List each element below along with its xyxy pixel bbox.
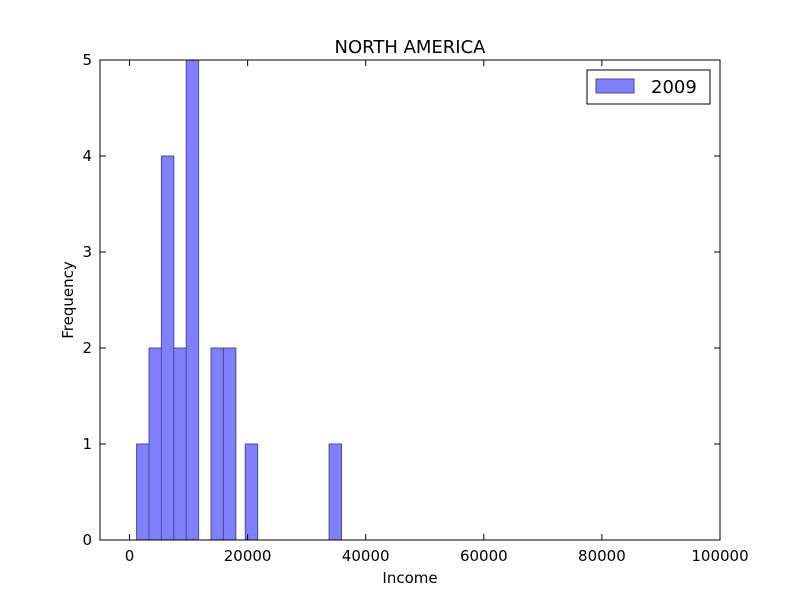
legend-swatch [595, 78, 635, 94]
x-tick-label: 40000 [342, 547, 390, 565]
histogram-bar-4 [185, 59, 200, 541]
y-tick-label: 2 [82, 339, 92, 357]
y-tick-label: 4 [82, 147, 92, 165]
y-axis-label: Frequency [59, 261, 77, 339]
histogram-bar-6 [222, 347, 237, 541]
chart-title: NORTH AMERICA [335, 37, 487, 58]
y-tick-label: 1 [82, 435, 92, 453]
plot-frame [99, 59, 721, 541]
x-tick-label: 0 [125, 547, 135, 565]
bars-group [136, 59, 343, 541]
y-tick-label: 5 [82, 51, 92, 69]
x-tick-label: 80000 [578, 547, 626, 565]
histogram-bar-8 [328, 443, 343, 541]
histogram-bar-7 [244, 443, 259, 541]
y-tick-label: 0 [82, 531, 92, 549]
legend: 2009 [586, 69, 711, 105]
x-axis-label: Income [382, 569, 437, 587]
x-tick-label: 60000 [460, 547, 508, 565]
histogram-bar-1 [148, 347, 162, 541]
histogram-bar-5 [210, 347, 224, 541]
x-tick-label: 20000 [224, 547, 272, 565]
histogram-bar-2 [160, 155, 175, 541]
histogram-bar-0 [136, 443, 150, 541]
ticks-group: 0 20000 40000 60000 80000 100000 0 1 2 3 4 5 [82, 51, 748, 565]
y-tick-label: 3 [82, 243, 92, 261]
histogram-bar-3 [173, 347, 187, 541]
legend-label: 2009 [651, 77, 697, 98]
x-tick-label: 100000 [691, 547, 748, 565]
